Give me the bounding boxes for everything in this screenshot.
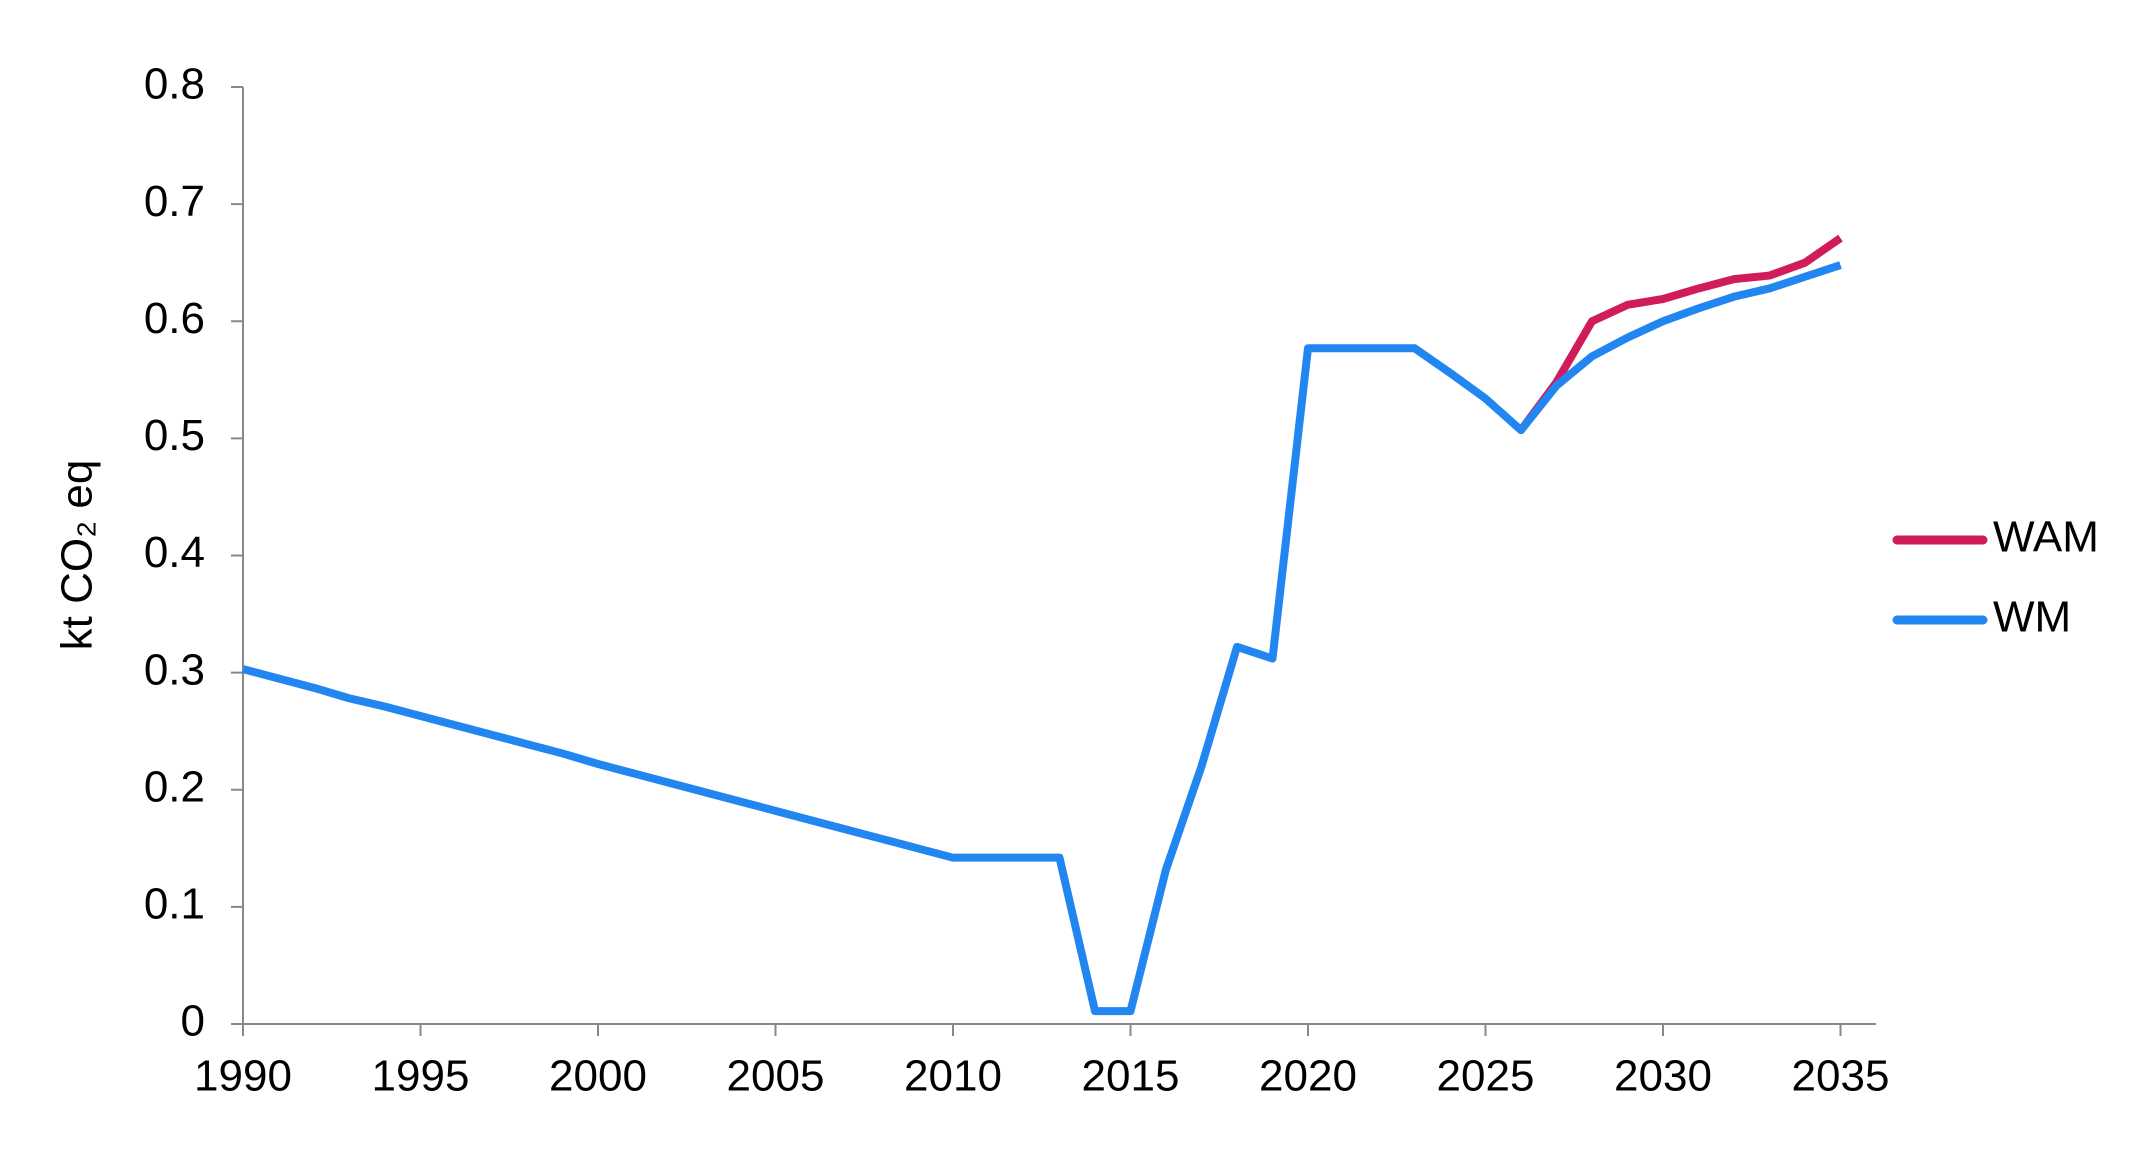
y-tick-label: 0.7 <box>144 177 205 226</box>
x-tick-label: 2035 <box>1792 1052 1890 1101</box>
y-tick-label: 0.4 <box>144 528 205 577</box>
x-tick-label: 2020 <box>1259 1052 1357 1101</box>
x-tick-label: 2025 <box>1437 1052 1535 1101</box>
y-tick-label: 0.3 <box>144 645 205 694</box>
line-series <box>241 261 1842 1016</box>
y-axis-label: kt CO₂ eq <box>53 460 102 651</box>
line-series <box>1517 234 1843 433</box>
y-tick-label: 0.1 <box>144 880 205 929</box>
x-tick-label: 2010 <box>904 1052 1002 1101</box>
x-tick-label: 2030 <box>1614 1052 1712 1101</box>
legend-label: WM <box>1993 593 2071 642</box>
y-tick-label: 0.6 <box>144 294 205 343</box>
x-tick-label: 2005 <box>727 1052 825 1101</box>
y-tick-label: 0 <box>181 997 205 1046</box>
x-tick-label: 2000 <box>549 1052 647 1101</box>
x-tick-label: 2015 <box>1082 1052 1180 1101</box>
legend-label: WAM <box>1993 513 2099 562</box>
x-tick-label: 1995 <box>372 1052 470 1101</box>
y-tick-label: 0.5 <box>144 411 205 460</box>
y-tick-label: 0.8 <box>144 60 205 109</box>
x-tick-label: 1990 <box>194 1052 292 1101</box>
y-tick-label: 0.2 <box>144 762 205 811</box>
